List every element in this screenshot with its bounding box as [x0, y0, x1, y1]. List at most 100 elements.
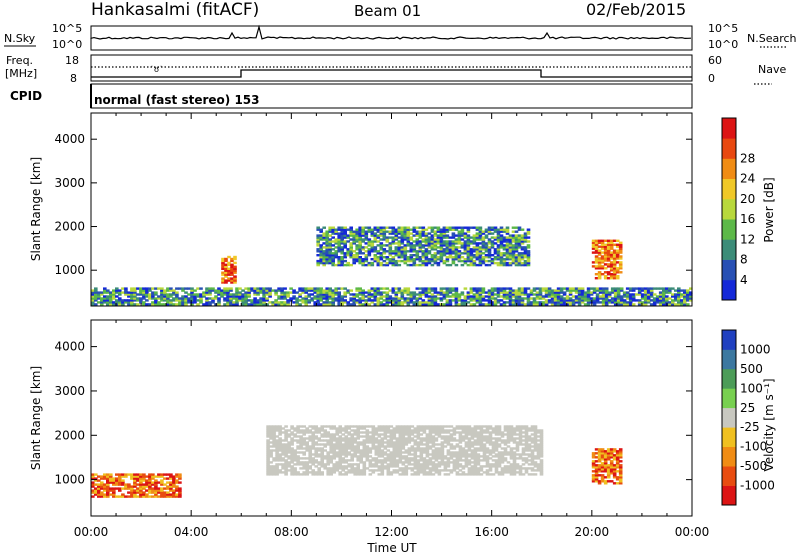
heatmap-cell [337, 256, 341, 259]
heatmap-cell [193, 297, 197, 300]
heatmap-cell [473, 429, 478, 432]
heatmap-cell [603, 454, 608, 457]
heatmap-cell [523, 289, 528, 292]
heatmap-cell [121, 483, 125, 486]
heatmap-cell [109, 487, 113, 490]
heatmap-cell [409, 299, 414, 302]
heatmap-cell [475, 226, 480, 229]
heatmap-cell [668, 297, 672, 300]
heatmap-cell [331, 263, 335, 267]
heatmap-cell [594, 468, 599, 471]
heatmap-cell [380, 451, 385, 454]
heatmap-cell [460, 263, 465, 267]
heatmap-cell [202, 291, 206, 294]
heatmap-cell [148, 303, 152, 306]
heatmap-cell [413, 467, 418, 470]
heatmap-cell [615, 466, 620, 469]
heatmap-cell [287, 429, 291, 432]
heatmap-cell [470, 461, 475, 464]
heatmap-cell [523, 256, 528, 259]
heatmap-cell [350, 449, 354, 452]
heatmap-cell [437, 443, 442, 446]
heatmap-cell [433, 299, 438, 302]
heatmap-cell [433, 291, 438, 294]
heatmap-cell [335, 433, 339, 436]
heatmap-cell [470, 453, 475, 456]
heatmap-cell [347, 431, 351, 434]
heatmap-cell [533, 473, 538, 476]
heatmap-cell [527, 447, 532, 450]
heatmap-cell [418, 226, 423, 229]
heatmap-cell [472, 242, 477, 245]
heatmap-cell [334, 263, 338, 267]
heatmap-cell [244, 293, 248, 296]
heatmap-cell [169, 287, 173, 290]
heatmap-cell [493, 242, 498, 245]
heatmap-cell [359, 435, 363, 438]
heatmap-cell [470, 473, 475, 476]
heatmap-cell [503, 459, 508, 462]
heatmap-cell [287, 445, 291, 448]
heatmap-cell [341, 451, 345, 454]
heatmap-cell [157, 475, 161, 478]
heatmap-cell [439, 238, 444, 241]
heatmap-cell [166, 487, 170, 490]
heatmap-cell [499, 234, 504, 237]
heatmap-cell [521, 463, 526, 466]
heatmap-cell [359, 431, 363, 434]
heatmap-cell [151, 291, 155, 294]
heatmap-cell [337, 250, 341, 253]
heatmap-cell [409, 238, 414, 241]
heatmap-cell [547, 289, 552, 292]
heatmap-cell [616, 297, 621, 300]
heatmap-cell [485, 457, 490, 460]
heatmap-cell [472, 297, 477, 300]
heatmap-cell [646, 289, 651, 292]
heatmap-cell [371, 431, 376, 434]
heatmap-cell [604, 291, 609, 294]
heatmap-cell [539, 459, 544, 462]
heatmap-cell [409, 297, 414, 300]
heatmap-cell [433, 232, 438, 235]
heatmap-cell [272, 459, 276, 462]
heatmap-cell [256, 291, 260, 294]
heatmap-cell [445, 252, 450, 255]
heatmap-cell [275, 453, 279, 456]
heatmap-cell [160, 491, 164, 494]
heatmap-cell [597, 448, 602, 451]
heatmap-cell [106, 487, 110, 490]
heatmap-cell [380, 461, 385, 464]
heatmap-cell [603, 470, 608, 473]
heatmap-cell [634, 293, 639, 296]
heatmap-cell [466, 254, 471, 257]
heatmap-cell [241, 295, 245, 298]
heatmap-cell [597, 263, 602, 266]
heatmap-cell [340, 301, 344, 304]
x-tick-label: 00:00 [74, 525, 109, 539]
heatmap-cell [148, 289, 152, 292]
heatmap-cell [133, 287, 137, 290]
heatmap-cell [464, 459, 469, 462]
heatmap-cell [287, 457, 291, 460]
heatmap-cell [244, 295, 248, 298]
heatmap-cell [454, 238, 459, 241]
heatmap-cell [517, 246, 522, 249]
heatmap-cell [311, 457, 315, 460]
heatmap-cell [361, 303, 365, 306]
heatmap-cell [124, 291, 128, 294]
heatmap-cell [272, 445, 276, 448]
heatmap-cell [649, 299, 654, 302]
heatmap-cell [142, 303, 146, 306]
heatmap-cell [361, 291, 365, 294]
heatmap-cell [509, 453, 514, 456]
heatmap-cell [517, 301, 522, 304]
heatmap-cell [383, 457, 388, 460]
heatmap-cell [400, 230, 405, 233]
heatmap-cell [284, 447, 288, 450]
heatmap-cell [302, 441, 306, 444]
heatmap-cell [481, 238, 486, 241]
heatmap-cell [392, 431, 397, 434]
heatmap-cell [514, 238, 519, 241]
heatmap-cell [475, 234, 480, 237]
heatmap-cell [493, 248, 498, 251]
